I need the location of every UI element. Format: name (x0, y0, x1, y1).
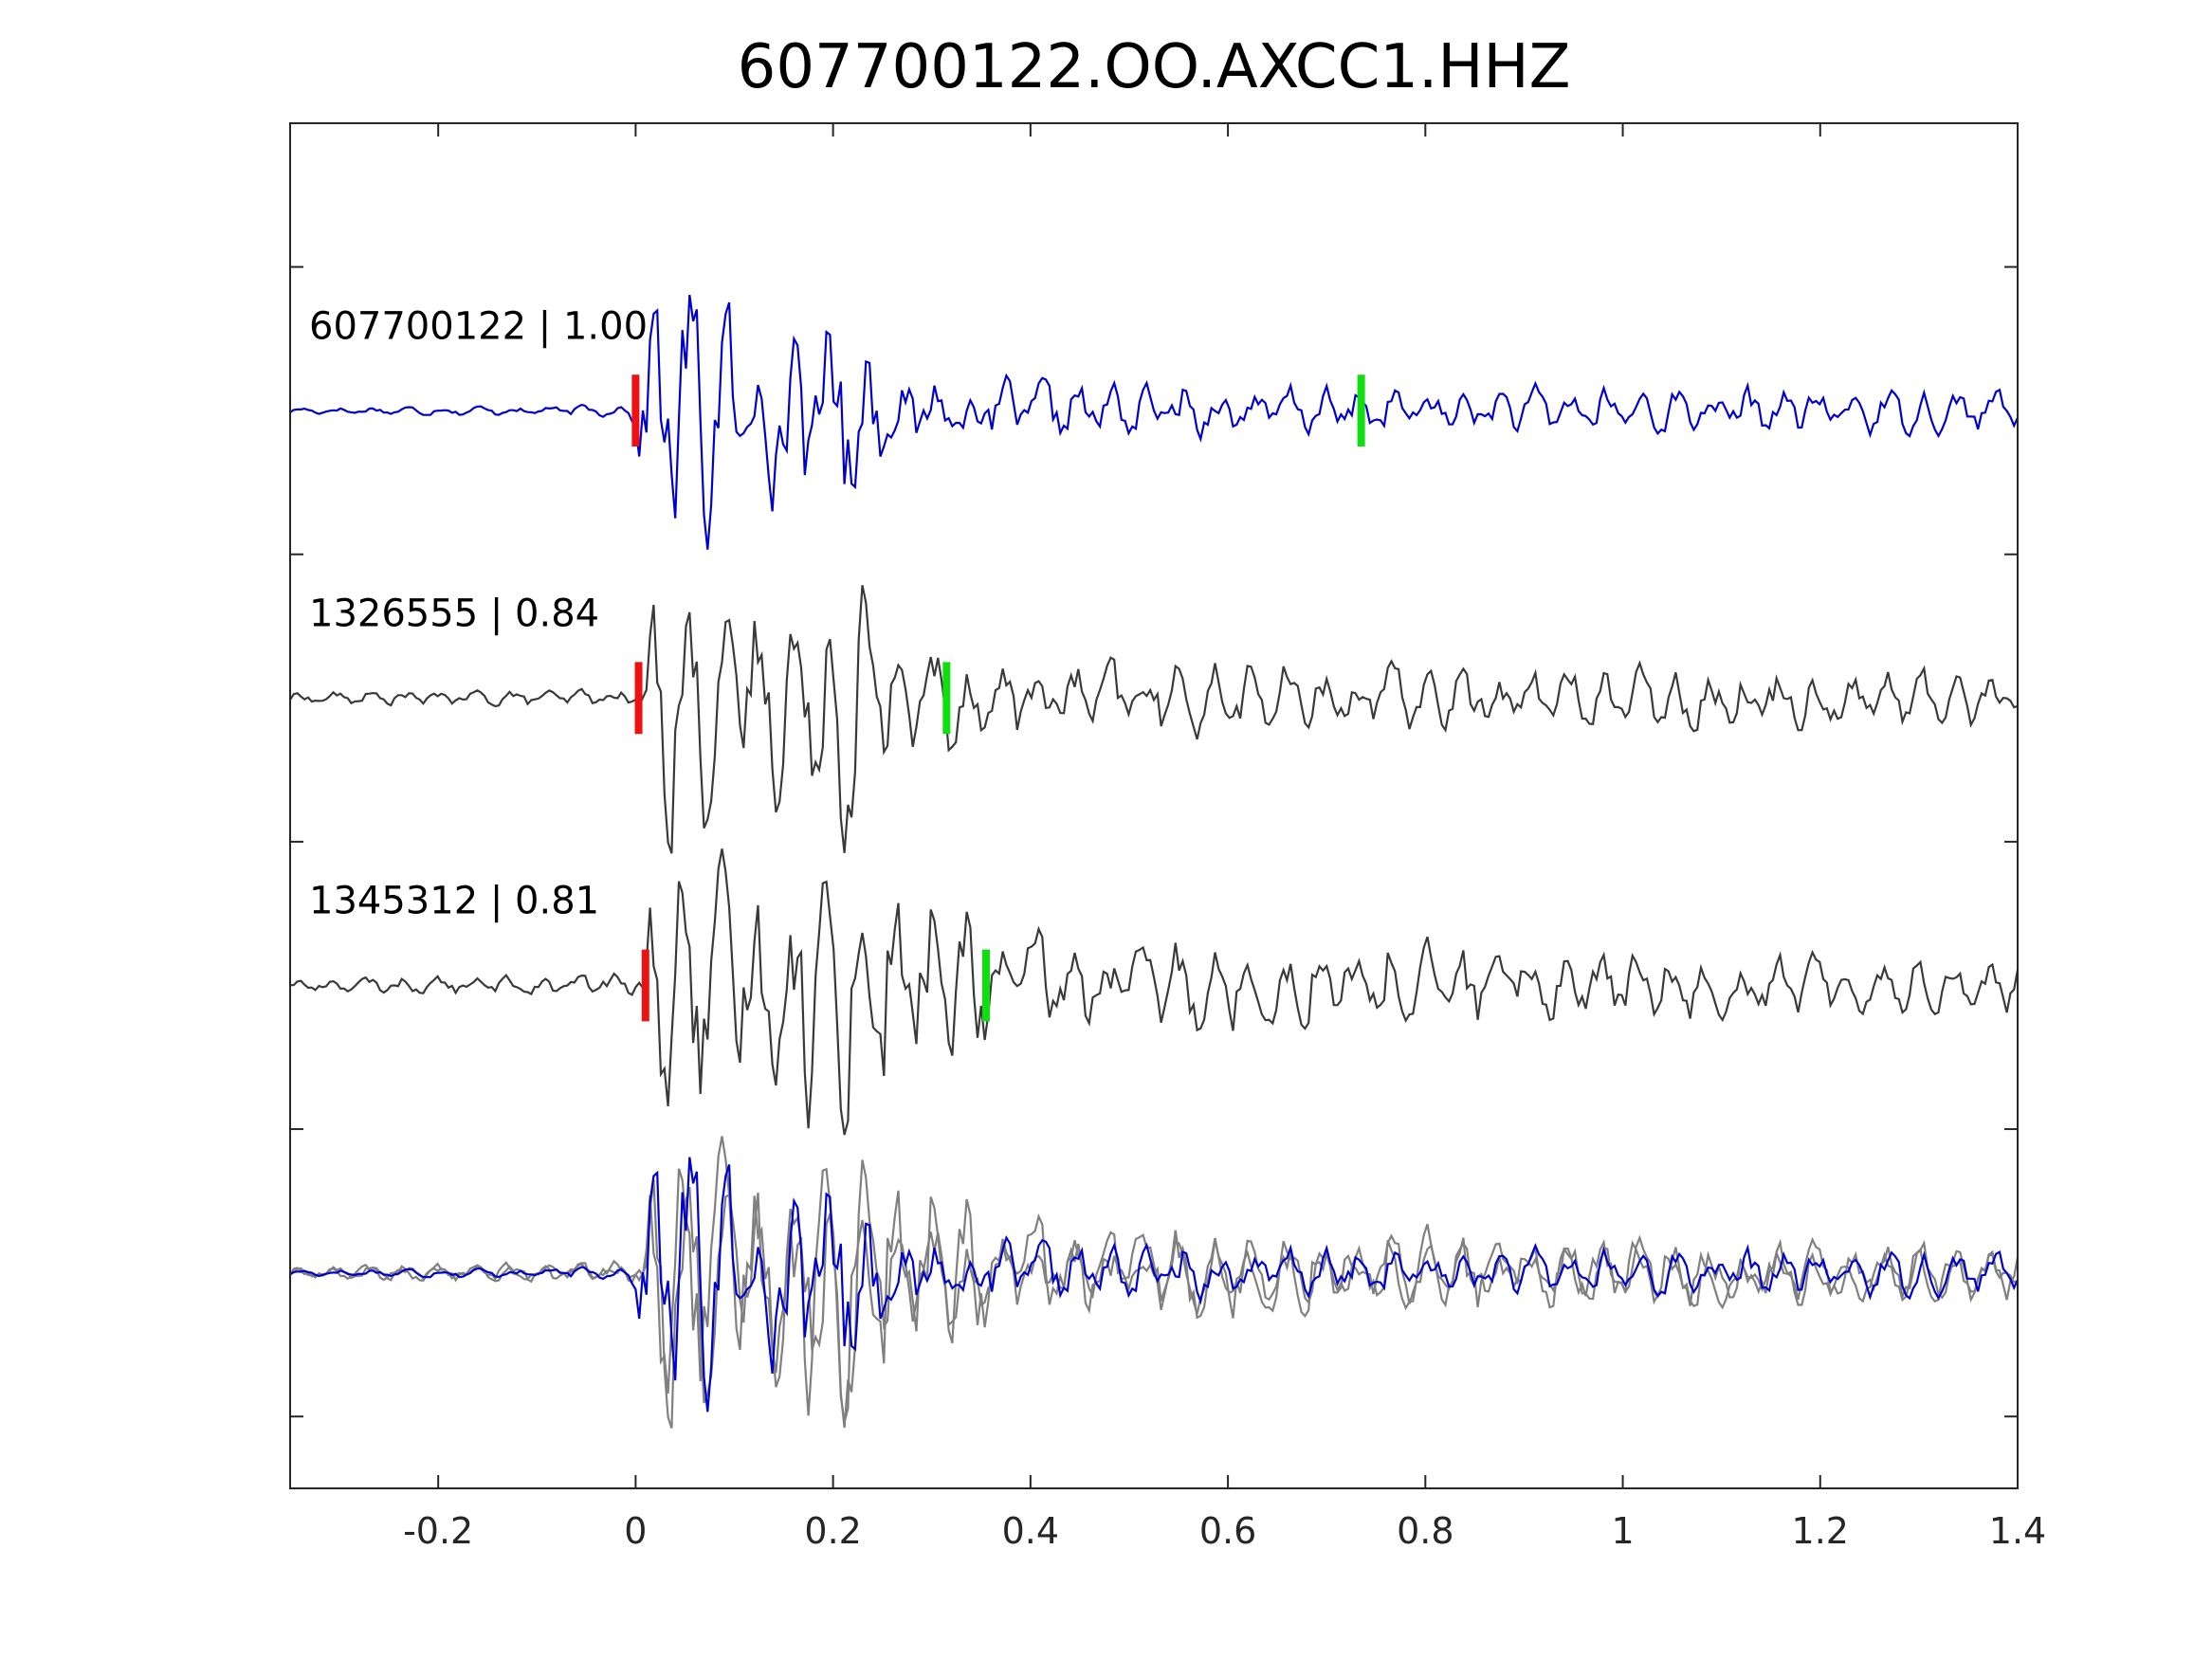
overlay-trace-3 (289, 1157, 2020, 1413)
trace-labels: 607700122 | 1.00 1326555 | 0.84 1345312 | … (309, 304, 648, 922)
x-tick-label: 0.6 (1199, 1510, 1256, 1552)
plot-area (289, 294, 2020, 1429)
x-tick-label: 0 (624, 1510, 647, 1552)
trace-3-label: 1345312 | 0.81 (309, 880, 599, 923)
x-tick-label: 0.2 (804, 1510, 861, 1552)
x-tick-label: 1.4 (1989, 1510, 2046, 1552)
x-tick-label: 0.4 (1002, 1510, 1059, 1552)
overlay-trace-2 (289, 1136, 2020, 1423)
x-tick-label: 1.2 (1792, 1510, 1849, 1552)
chart-title: 607700122.OO.AXCC1.HHZ (738, 32, 1571, 102)
trace-1-label: 607700122 | 1.00 (309, 304, 648, 348)
axes-box (289, 122, 2019, 1489)
trace-2-label: 1326555 | 0.84 (309, 592, 599, 636)
x-tick-label: 1 (1611, 1510, 1634, 1552)
x-tick-label: 0.8 (1397, 1510, 1453, 1552)
trace-2-waveform (289, 585, 2019, 854)
x-tick-labels: -0.2 0 0.2 0.4 0.6 0.8 1 1.2 1.4 (403, 1510, 2046, 1552)
x-tick-label: -0.2 (403, 1510, 473, 1552)
trace-3-waveform (289, 848, 2020, 1136)
trace-1-waveform (289, 294, 2020, 550)
axis-ticks (290, 123, 2019, 1488)
